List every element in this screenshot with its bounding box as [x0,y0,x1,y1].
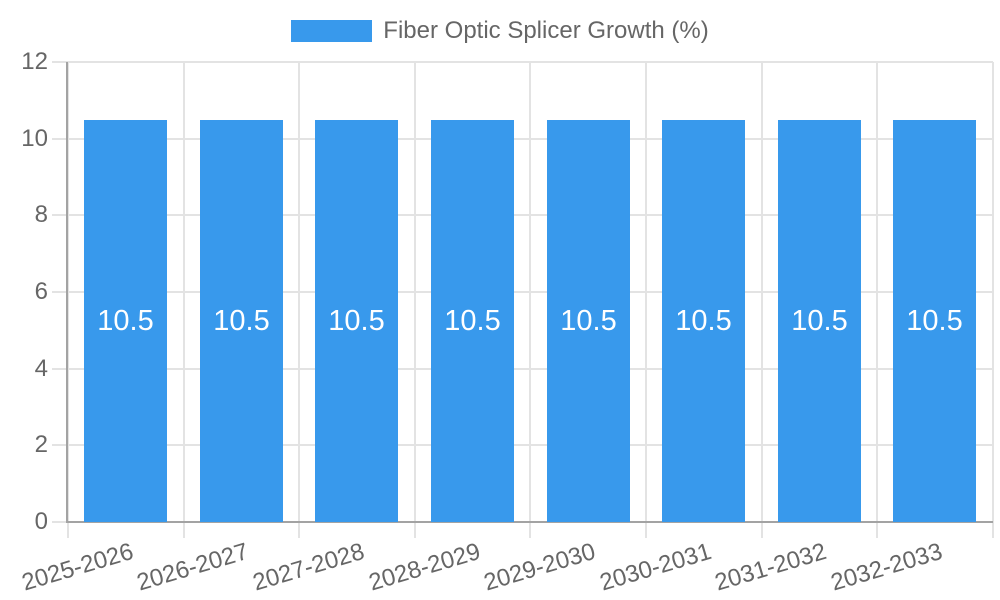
gridline-vertical [761,62,763,522]
x-axis-line [66,521,993,523]
y-tick-mark [52,444,68,446]
x-axis-label: 2025-2026 [18,538,137,597]
y-tick-mark [52,521,68,523]
y-tick-mark [52,291,68,293]
x-tick-mark [298,522,300,538]
bar-value-label: 10.5 [560,305,617,337]
y-axis-label: 6 [34,278,48,305]
y-axis-label: 8 [34,201,48,228]
bar[interactable]: 10.5 [315,120,398,522]
bar-value-label: 10.5 [675,305,732,337]
gridline-vertical [645,62,647,522]
x-axis-label: 2030-2031 [596,538,715,597]
bar[interactable]: 10.5 [547,120,630,522]
x-tick-mark [183,522,185,538]
y-axis-label: 2 [34,431,48,458]
bar-value-label: 10.5 [906,305,963,337]
x-tick-mark [529,522,531,538]
bar[interactable]: 10.5 [84,120,167,522]
x-axis-label: 2032-2033 [827,538,946,597]
x-tick-mark [67,522,69,538]
gridline-vertical [876,62,878,522]
x-tick-mark [992,522,994,538]
bar-value-label: 10.5 [791,305,848,337]
y-tick-mark [52,61,68,63]
legend-swatch [291,19,373,42]
gridline-vertical [298,62,300,522]
gridline-vertical [529,62,531,522]
x-tick-mark [645,522,647,538]
bar-value-label: 10.5 [97,305,154,337]
x-tick-mark [414,522,416,538]
gridline-vertical [183,62,185,522]
y-tick-mark [52,368,68,370]
bar[interactable]: 10.5 [778,120,861,522]
bar[interactable]: 10.5 [662,120,745,522]
x-tick-mark [876,522,878,538]
x-tick-mark [761,522,763,538]
gridline-vertical [67,62,69,522]
y-axis-line [66,62,68,523]
y-axis-label: 10 [21,125,48,152]
gridline-vertical [992,62,994,522]
x-axis-label: 2026-2027 [133,538,252,597]
bar-value-label: 10.5 [213,305,270,337]
x-axis-label: 2027-2028 [249,538,368,597]
legend-label: Fiber Optic Splicer Growth (%) [383,17,709,44]
y-tick-mark [52,138,68,140]
y-axis-label: 4 [34,355,48,382]
y-tick-mark [52,214,68,216]
bar-value-label: 10.5 [328,305,385,337]
bar[interactable]: 10.5 [893,120,976,522]
x-axis-label: 2031-2032 [711,538,830,597]
x-axis-label: 2028-2029 [365,538,484,597]
y-axis-label: 0 [34,508,48,535]
gridline-vertical [414,62,416,522]
bar-value-label: 10.5 [444,305,501,337]
legend[interactable]: Fiber Optic Splicer Growth (%) [0,17,1000,44]
bar[interactable]: 10.5 [200,120,283,522]
x-axis-label: 2029-2030 [480,538,599,597]
y-axis-label: 12 [21,48,48,75]
bar[interactable]: 10.5 [431,120,514,522]
